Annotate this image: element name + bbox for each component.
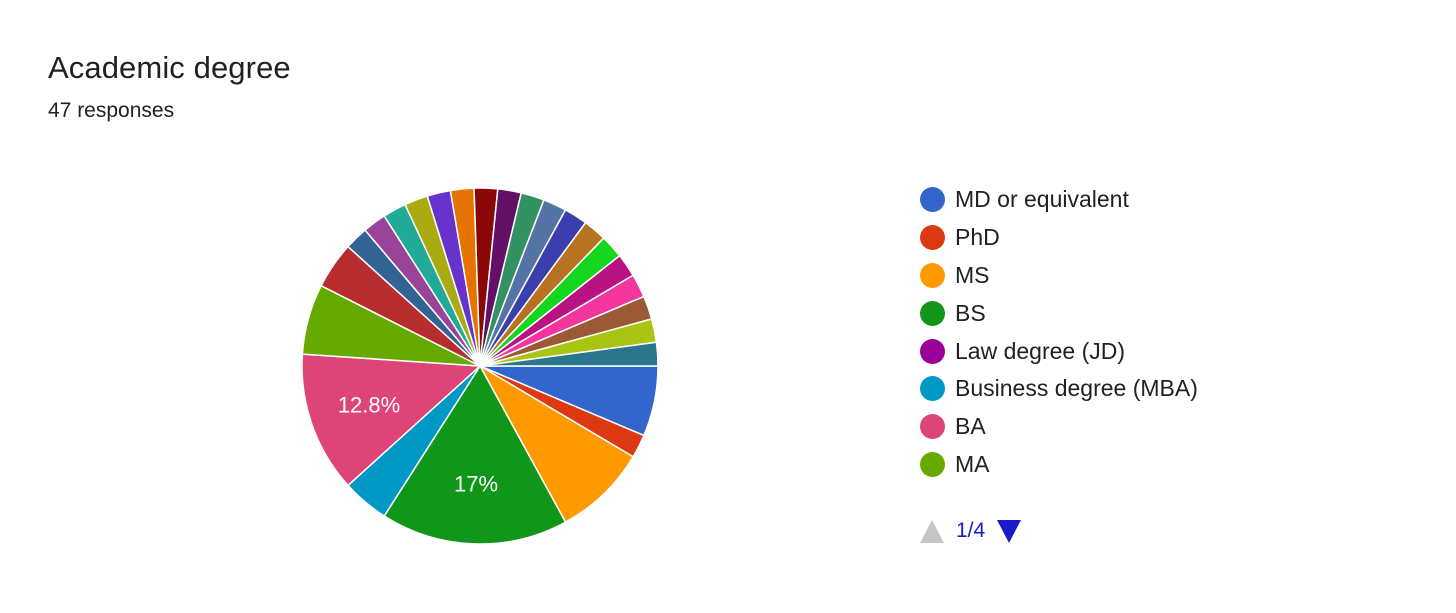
response-count: 47 responses — [48, 99, 175, 122]
pie-slice[interactable] — [478, 363, 635, 524]
triangle-up-icon[interactable] — [920, 519, 944, 543]
chart-legend: MD or equivalent PhD MS BS Law degree (J… — [920, 181, 1198, 483]
legend-page-indicator: 1/4 — [956, 519, 986, 542]
legend-swatch — [920, 300, 945, 326]
legend-item[interactable]: BA — [920, 408, 1198, 446]
legend-item[interactable]: MS — [920, 257, 1198, 295]
legend-item[interactable]: MD or equivalent — [920, 181, 1198, 219]
legend-item[interactable]: PhD — [920, 219, 1198, 257]
legend-label: PhD — [955, 224, 1000, 251]
legend-label: MD or equivalent — [955, 186, 1129, 213]
slice-data-label: 12.8% — [338, 393, 400, 418]
legend-swatch — [920, 414, 945, 440]
triangle-down-icon[interactable] — [997, 519, 1022, 543]
legend-label: MA — [955, 450, 990, 477]
legend-swatch — [920, 225, 945, 251]
legend-swatch — [920, 376, 945, 402]
legend-label: MS — [955, 261, 990, 288]
legend-label: Law degree (JD) — [955, 337, 1126, 364]
legend-swatch — [920, 451, 945, 477]
pie-slice[interactable] — [479, 341, 659, 367]
legend-swatch — [920, 187, 945, 213]
pie-chart: 17% 12.8% — [301, 187, 659, 545]
legend-label: BA — [955, 413, 986, 440]
legend-swatch — [920, 338, 945, 364]
pie-slice[interactable] — [301, 353, 482, 487]
legend-item[interactable]: Law degree (JD) — [920, 332, 1198, 370]
legend-label: Business degree (MBA) — [955, 375, 1198, 402]
legend-label: BS — [955, 299, 986, 326]
pie-slice[interactable] — [383, 364, 567, 545]
slice-data-label: 17% — [454, 471, 498, 496]
legend-pager: 1/4 — [920, 519, 1022, 543]
legend-item[interactable]: MA — [920, 446, 1198, 484]
legend-item[interactable]: Business degree (MBA) — [920, 370, 1198, 408]
legend-item[interactable]: BS — [920, 294, 1198, 332]
legend-swatch — [920, 262, 945, 288]
chart-title: Academic degree — [48, 50, 291, 85]
